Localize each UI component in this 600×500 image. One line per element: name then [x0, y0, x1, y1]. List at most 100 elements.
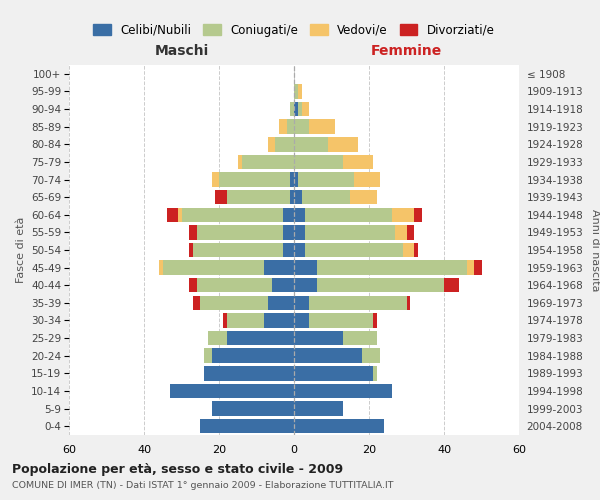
Legend: Celibi/Nubili, Coniugati/e, Vedovi/e, Divorziati/e: Celibi/Nubili, Coniugati/e, Vedovi/e, Di… — [89, 19, 499, 42]
Bar — [294, 243, 305, 257]
Bar — [283, 208, 294, 222]
Bar — [170, 384, 294, 398]
Bar — [294, 419, 384, 434]
Bar — [290, 102, 294, 117]
Bar — [373, 314, 377, 328]
Bar — [167, 208, 178, 222]
Text: Maschi: Maschi — [154, 44, 209, 58]
Bar — [294, 384, 392, 398]
Bar — [238, 154, 241, 169]
Bar — [241, 154, 294, 169]
Bar — [271, 278, 294, 292]
Bar — [294, 366, 373, 380]
Bar — [294, 296, 309, 310]
Bar — [268, 296, 294, 310]
Bar — [407, 225, 414, 240]
Bar — [294, 278, 317, 292]
Bar — [275, 137, 294, 152]
Bar — [407, 296, 410, 310]
Bar — [414, 243, 418, 257]
Bar — [294, 172, 298, 186]
Bar — [350, 190, 377, 204]
Bar — [294, 154, 343, 169]
Bar — [317, 260, 467, 275]
Bar — [294, 84, 298, 98]
Bar — [343, 331, 377, 345]
Bar — [305, 225, 395, 240]
Bar — [219, 172, 290, 186]
Bar — [268, 137, 275, 152]
Bar — [302, 102, 309, 117]
Bar — [200, 296, 268, 310]
Text: Popolazione per età, sesso e stato civile - 2009: Popolazione per età, sesso e stato civil… — [12, 462, 343, 475]
Bar — [212, 402, 294, 416]
Bar — [283, 225, 294, 240]
Bar — [290, 190, 294, 204]
Bar — [294, 208, 305, 222]
Bar — [305, 208, 392, 222]
Bar — [305, 243, 403, 257]
Bar — [223, 314, 227, 328]
Bar — [294, 120, 309, 134]
Bar — [212, 348, 294, 363]
Bar — [294, 402, 343, 416]
Bar — [328, 137, 358, 152]
Bar — [200, 419, 294, 434]
Bar — [298, 172, 354, 186]
Bar — [189, 243, 193, 257]
Bar — [414, 208, 421, 222]
Bar — [294, 348, 361, 363]
Bar — [302, 190, 350, 204]
Bar — [163, 260, 264, 275]
Bar — [279, 120, 287, 134]
Bar — [373, 366, 377, 380]
Bar — [204, 348, 212, 363]
Bar — [208, 331, 227, 345]
Bar — [159, 260, 163, 275]
Bar — [395, 225, 407, 240]
Bar — [309, 296, 407, 310]
Bar — [182, 208, 283, 222]
Bar — [309, 314, 373, 328]
Bar — [287, 120, 294, 134]
Y-axis label: Anni di nascita: Anni di nascita — [590, 209, 600, 291]
Bar — [474, 260, 482, 275]
Bar — [189, 225, 197, 240]
Bar — [215, 190, 227, 204]
Bar — [298, 84, 302, 98]
Bar — [361, 348, 380, 363]
Bar — [317, 278, 444, 292]
Bar — [227, 331, 294, 345]
Bar — [467, 260, 474, 275]
Bar — [227, 314, 264, 328]
Bar — [403, 243, 414, 257]
Bar — [298, 102, 302, 117]
Text: COMUNE DI IMER (TN) - Dati ISTAT 1° gennaio 2009 - Elaborazione TUTTITALIA.IT: COMUNE DI IMER (TN) - Dati ISTAT 1° genn… — [12, 481, 394, 490]
Bar — [354, 172, 380, 186]
Bar — [392, 208, 414, 222]
Bar — [309, 120, 335, 134]
Bar — [264, 260, 294, 275]
Bar — [189, 278, 197, 292]
Bar — [294, 137, 328, 152]
Bar — [294, 225, 305, 240]
Bar — [283, 243, 294, 257]
Bar — [294, 102, 298, 117]
Bar — [294, 260, 317, 275]
Bar — [197, 278, 271, 292]
Bar — [264, 314, 294, 328]
Bar — [227, 190, 290, 204]
Bar — [212, 172, 219, 186]
Bar — [294, 314, 309, 328]
Bar — [343, 154, 373, 169]
Bar — [178, 208, 182, 222]
Text: Femmine: Femmine — [371, 44, 442, 58]
Bar — [290, 172, 294, 186]
Y-axis label: Fasce di età: Fasce di età — [16, 217, 26, 283]
Bar — [193, 296, 200, 310]
Bar — [444, 278, 459, 292]
Bar — [294, 190, 302, 204]
Bar — [193, 243, 283, 257]
Bar — [294, 331, 343, 345]
Bar — [204, 366, 294, 380]
